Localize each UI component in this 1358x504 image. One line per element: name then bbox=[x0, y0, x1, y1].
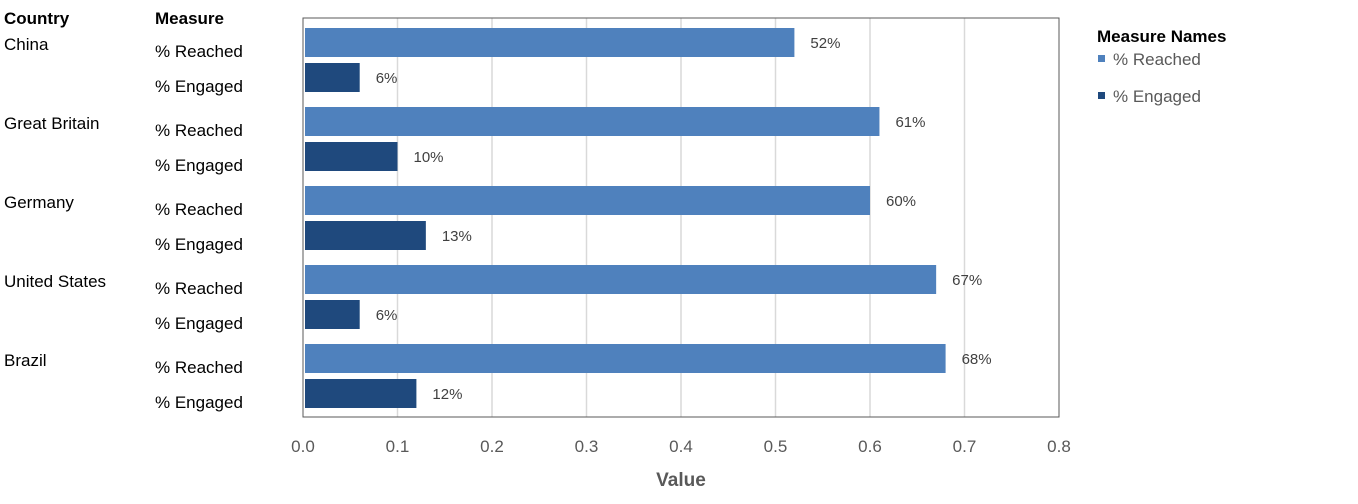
measure-label: % Engaged bbox=[155, 77, 243, 96]
bar-engaged bbox=[305, 221, 426, 250]
x-tick-label: 0.5 bbox=[764, 437, 788, 456]
data-label: 6% bbox=[376, 70, 398, 87]
x-tick-label: 0.8 bbox=[1047, 437, 1071, 456]
data-label: 6% bbox=[376, 307, 398, 324]
x-tick-label: 0.0 bbox=[291, 437, 315, 456]
measure-label: % Reached bbox=[155, 42, 243, 61]
data-label: 52% bbox=[810, 35, 840, 52]
country-label: Great Britain bbox=[4, 114, 99, 133]
bar-engaged bbox=[305, 63, 360, 92]
bar-engaged bbox=[305, 300, 360, 329]
legend: Measure Names % Reached % Engaged bbox=[1097, 27, 1226, 106]
legend-title: Measure Names bbox=[1097, 27, 1226, 46]
data-label: 68% bbox=[962, 351, 992, 368]
country-label: Brazil bbox=[4, 351, 47, 370]
bar-reached bbox=[305, 107, 880, 136]
bar-reached bbox=[305, 344, 946, 373]
x-tick-label: 0.1 bbox=[386, 437, 410, 456]
data-label: 13% bbox=[442, 228, 472, 245]
bar-reached bbox=[305, 265, 937, 294]
gridlines bbox=[396, 18, 966, 417]
bar-reached bbox=[305, 186, 870, 215]
data-label: 12% bbox=[432, 386, 462, 403]
measure-label: % Reached bbox=[155, 200, 243, 219]
legend-swatch-engaged bbox=[1098, 92, 1105, 99]
x-axis-title: Value bbox=[656, 470, 706, 491]
data-label: 61% bbox=[895, 114, 925, 131]
plot-area-frame bbox=[302, 17, 1060, 418]
country-label: United States bbox=[4, 272, 106, 291]
measure-label: % Reached bbox=[155, 358, 243, 377]
bar-reached bbox=[305, 28, 795, 57]
data-label: 67% bbox=[952, 272, 982, 289]
legend-label-engaged: % Engaged bbox=[1113, 87, 1201, 106]
bars bbox=[305, 28, 946, 408]
measure-label: % Reached bbox=[155, 121, 243, 140]
data-label: 10% bbox=[414, 149, 444, 166]
bar-engaged bbox=[305, 142, 398, 171]
row-labels: China 52% % Reached 6% % Engaged Great Britai… bbox=[4, 35, 992, 412]
country-label: Germany bbox=[4, 193, 74, 212]
legend-swatch-reached bbox=[1098, 55, 1105, 62]
x-axis-ticks: 0.0 0.1 0.2 0.3 0.4 0.5 0.6 0.7 0.8 bbox=[291, 437, 1071, 456]
legend-label-reached: % Reached bbox=[1113, 50, 1201, 69]
x-tick-label: 0.6 bbox=[858, 437, 882, 456]
country-label: China bbox=[4, 35, 49, 54]
measure-label: % Engaged bbox=[155, 393, 243, 412]
measure-label: % Engaged bbox=[155, 156, 243, 175]
bar-engaged bbox=[305, 379, 417, 408]
data-label: 60% bbox=[886, 193, 916, 210]
measure-label: % Engaged bbox=[155, 314, 243, 333]
x-tick-label: 0.2 bbox=[480, 437, 504, 456]
measure-label: % Reached bbox=[155, 279, 243, 298]
x-tick-label: 0.7 bbox=[953, 437, 977, 456]
x-tick-label: 0.3 bbox=[575, 437, 599, 456]
measure-column-header: Measure bbox=[155, 9, 224, 28]
measure-label: % Engaged bbox=[155, 235, 243, 254]
country-column-header: Country bbox=[4, 9, 70, 28]
x-tick-label: 0.4 bbox=[669, 437, 693, 456]
